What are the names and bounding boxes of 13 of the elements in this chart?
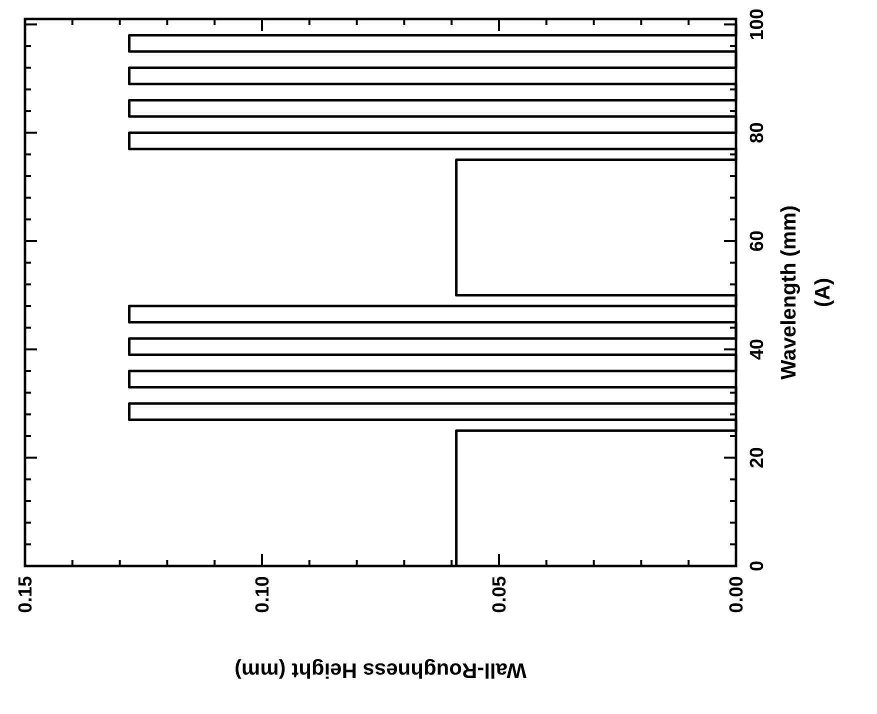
y-tick-label: 0	[747, 560, 768, 572]
x-tick-label: 0.15	[16, 576, 37, 613]
y-axis-title: Wavelength (mm)	[777, 205, 800, 380]
y-tick-label: 80	[747, 122, 768, 144]
x-axis-title: Wall-Roughness Height (mm)	[234, 658, 527, 682]
x-tick-label: 0.05	[490, 576, 511, 613]
y-tick-label: 20	[747, 447, 768, 468]
y-tick-label: 100	[747, 8, 768, 40]
y-tick-label: 60	[747, 230, 768, 252]
text: (A)	[811, 278, 834, 308]
y-tick-label: 40	[747, 338, 768, 360]
x-tick-label: 0.00	[726, 576, 748, 613]
x-tick-label: 0.10	[252, 576, 274, 613]
